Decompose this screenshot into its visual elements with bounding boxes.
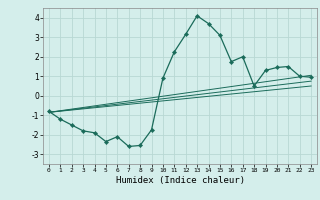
X-axis label: Humidex (Indice chaleur): Humidex (Indice chaleur) (116, 176, 244, 185)
